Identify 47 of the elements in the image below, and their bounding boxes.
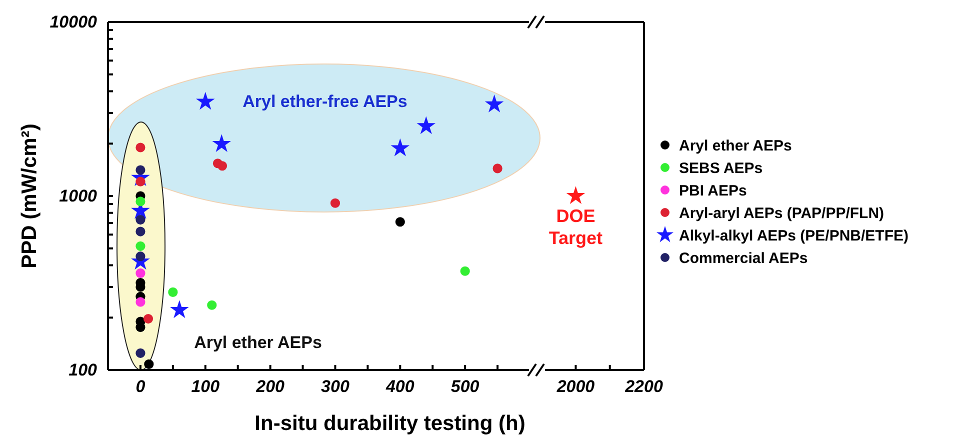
x-tick-label: 0: [136, 377, 146, 396]
y-tick-label: 1000: [59, 186, 98, 206]
point: [217, 161, 228, 171]
point: [136, 268, 146, 278]
legend-label: Aryl ether AEPs: [679, 138, 792, 154]
legend-label: PBI AEPs: [679, 182, 747, 200]
x-tick-label: 2000: [556, 377, 596, 396]
x-tick-label: 400: [384, 377, 415, 396]
x-tick-label: 2200: [624, 377, 664, 396]
point: [143, 314, 154, 324]
point: [136, 165, 146, 175]
point: [144, 359, 154, 369]
legend-label: Alkyl-alkyl AEPs (PE/PNB/ETFE): [679, 228, 909, 244]
point: [196, 92, 215, 110]
point: [136, 241, 146, 251]
annotation: DOE Target: [548, 206, 603, 248]
point: [168, 287, 178, 297]
legend-label: Commercial AEPs: [679, 250, 808, 267]
point: [136, 252, 146, 262]
point: [492, 164, 502, 174]
point: [136, 297, 146, 307]
annotation: Aryl ether-free AEPs: [242, 92, 408, 111]
y-axis-title: PPD (mW/cm²): [18, 124, 41, 268]
point: [484, 94, 504, 112]
annotation: Aryl ether AEPs: [194, 333, 322, 352]
point: [395, 217, 405, 227]
point: [136, 214, 146, 225]
point: [170, 300, 189, 318]
x-tick-label: 100: [191, 377, 220, 396]
point: [390, 138, 410, 156]
legend-label: SEBS AEPs: [679, 160, 763, 177]
x-axis-title: In-situ durability testing (h): [254, 412, 526, 435]
y-tick-label: 100: [68, 360, 98, 380]
point: [136, 348, 146, 358]
point: [136, 226, 146, 236]
point: [136, 142, 146, 152]
point: [207, 300, 217, 310]
x-tick-label: 300: [321, 377, 350, 396]
point: [330, 198, 340, 208]
y-tick-label: 10000: [50, 12, 98, 32]
point: [136, 196, 146, 206]
x-tick-label: 200: [255, 377, 286, 396]
point: [416, 116, 436, 134]
point: [460, 266, 470, 276]
legend-label: Aryl-aryl AEPs (PAP/PP/FLN): [679, 205, 884, 222]
point: [212, 134, 232, 152]
x-tick-label: 500: [450, 377, 480, 396]
